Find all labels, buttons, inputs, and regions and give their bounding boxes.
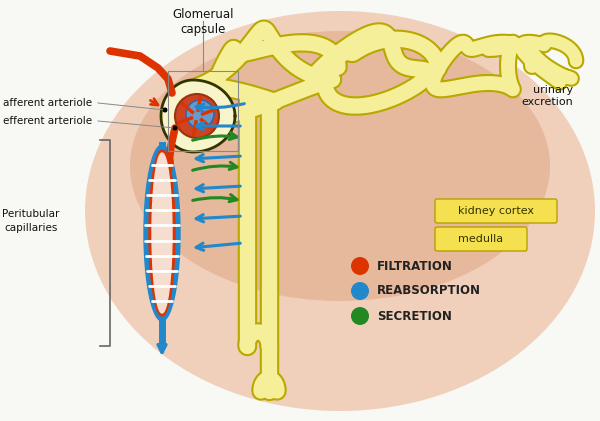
Circle shape	[351, 282, 369, 300]
Text: REABSORPTION: REABSORPTION	[377, 285, 481, 298]
Text: SECRETION: SECRETION	[377, 309, 452, 322]
Text: afferent arteriole: afferent arteriole	[3, 98, 92, 108]
Circle shape	[163, 107, 167, 112]
Text: Peritubular
capillaries: Peritubular capillaries	[2, 209, 59, 232]
Text: efferent arteriole: efferent arteriole	[3, 116, 92, 126]
Circle shape	[173, 126, 177, 130]
FancyBboxPatch shape	[435, 227, 527, 251]
Circle shape	[186, 100, 214, 128]
Text: urinary
excretion: urinary excretion	[521, 85, 573, 107]
Text: medulla: medulla	[458, 234, 503, 244]
Ellipse shape	[130, 31, 550, 301]
Circle shape	[175, 94, 219, 138]
Polygon shape	[152, 153, 172, 313]
Text: FILTRATION: FILTRATION	[377, 259, 453, 272]
Text: kidney cortex: kidney cortex	[458, 206, 534, 216]
Polygon shape	[161, 80, 235, 152]
Circle shape	[163, 108, 167, 112]
Circle shape	[173, 125, 178, 131]
FancyBboxPatch shape	[435, 199, 557, 223]
Ellipse shape	[85, 11, 595, 411]
Circle shape	[351, 257, 369, 275]
Polygon shape	[144, 145, 180, 321]
Polygon shape	[149, 150, 175, 316]
Text: Glomerual
capsule: Glomerual capsule	[172, 8, 234, 36]
Circle shape	[351, 307, 369, 325]
